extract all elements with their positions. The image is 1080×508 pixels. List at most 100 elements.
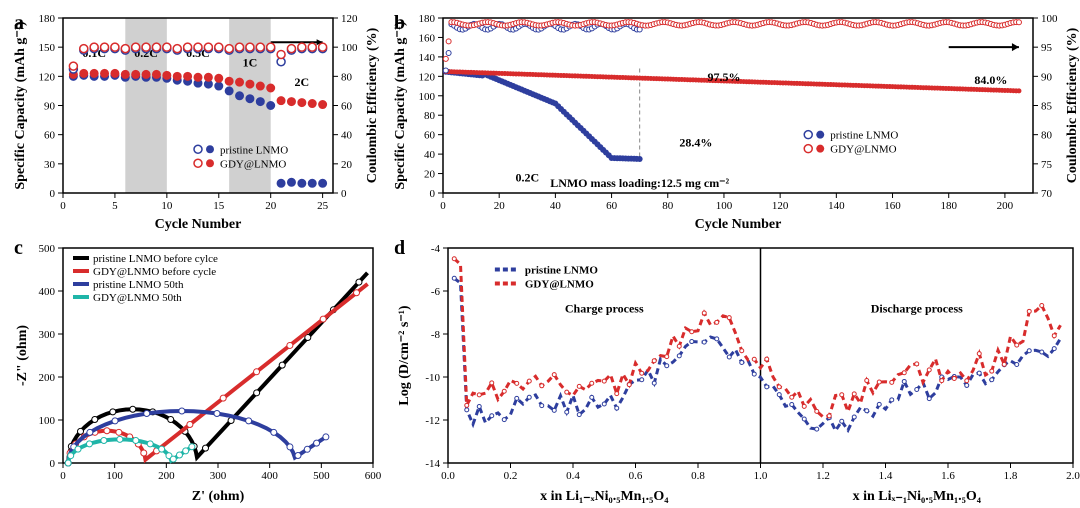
svg-text:pristine LNMO: pristine LNMO xyxy=(525,265,598,277)
svg-text:200: 200 xyxy=(39,372,56,384)
svg-text:300: 300 xyxy=(39,329,56,341)
svg-text:200: 200 xyxy=(158,470,175,482)
svg-text:400: 400 xyxy=(39,286,56,298)
svg-text:20: 20 xyxy=(265,200,277,212)
svg-text:90: 90 xyxy=(44,101,56,113)
svg-text:x in Liₓ₋₁Ni₀.₅Mn₁.₅O₄: x in Liₓ₋₁Ni₀.₅Mn₁.₅O₄ xyxy=(853,489,982,504)
svg-text:100: 100 xyxy=(716,200,733,212)
svg-text:-8: -8 xyxy=(431,329,441,341)
svg-text:Charge process: Charge process xyxy=(565,302,644,316)
svg-text:85: 85 xyxy=(1041,101,1053,113)
svg-text:-6: -6 xyxy=(431,286,441,298)
svg-text:-14: -14 xyxy=(425,458,440,470)
chart-b: 0204060801001201401601802000204060801001… xyxy=(388,8,1080,233)
svg-text:0.2: 0.2 xyxy=(504,470,518,482)
svg-text:-10: -10 xyxy=(425,372,440,384)
svg-text:25: 25 xyxy=(317,200,329,212)
svg-text:2.0: 2.0 xyxy=(1066,470,1080,482)
svg-text:150: 150 xyxy=(39,42,56,54)
svg-text:2C: 2C xyxy=(295,75,310,89)
svg-text:180: 180 xyxy=(419,13,436,25)
chart-c: 01002003004005006000100200300400500Z' (o… xyxy=(8,233,388,508)
svg-text:180: 180 xyxy=(940,200,957,212)
svg-text:Log (D/cm⁻² s⁻¹): Log (D/cm⁻² s⁻¹) xyxy=(397,305,412,405)
svg-text:0: 0 xyxy=(341,188,347,200)
svg-text:120: 120 xyxy=(341,13,358,25)
chart-a: 0510152025030609012015018002040608010012… xyxy=(8,8,388,233)
svg-text:Specific Capacity (mAh g⁻¹): Specific Capacity (mAh g⁻¹) xyxy=(393,21,408,190)
svg-text:-4: -4 xyxy=(431,243,441,255)
svg-text:LNMO mass loading:12.5 mg cm⁻²: LNMO mass loading:12.5 mg cm⁻² xyxy=(550,176,729,190)
panel-c: c 01002003004005006000100200300400500Z' … xyxy=(8,233,388,508)
svg-text:Coulombic Efficiency (%): Coulombic Efficiency (%) xyxy=(1065,27,1080,183)
svg-text:28.4%: 28.4% xyxy=(679,135,712,149)
svg-text:40: 40 xyxy=(341,130,353,142)
svg-text:60: 60 xyxy=(341,101,353,113)
svg-text:0.6: 0.6 xyxy=(629,470,643,482)
svg-text:-12: -12 xyxy=(425,415,440,427)
svg-text:0: 0 xyxy=(50,458,56,470)
svg-text:180: 180 xyxy=(39,13,56,25)
svg-text:100: 100 xyxy=(39,415,56,427)
svg-text:200: 200 xyxy=(997,200,1014,212)
svg-text:1C: 1C xyxy=(243,56,258,70)
svg-text:1.2: 1.2 xyxy=(816,470,830,482)
svg-text:160: 160 xyxy=(884,200,901,212)
svg-text:5: 5 xyxy=(112,200,118,212)
svg-text:0.4: 0.4 xyxy=(566,470,580,482)
svg-text:70: 70 xyxy=(1041,188,1053,200)
svg-text:Discharge process: Discharge process xyxy=(871,302,963,316)
svg-text:GDY@LNMO before cycle: GDY@LNMO before cycle xyxy=(93,266,216,278)
svg-text:pristine LNMO 50th: pristine LNMO 50th xyxy=(93,279,184,291)
svg-text:-Z" (ohm): -Z" (ohm) xyxy=(15,325,30,386)
svg-text:Z' (ohm): Z' (ohm) xyxy=(192,489,245,504)
svg-text:0: 0 xyxy=(430,188,436,200)
svg-text:1.0: 1.0 xyxy=(754,470,768,482)
svg-text:80: 80 xyxy=(341,71,353,83)
svg-text:400: 400 xyxy=(261,470,278,482)
svg-text:0: 0 xyxy=(50,188,56,200)
panel-a: a 05101520250306090120150180020406080100… xyxy=(8,8,388,233)
panel-b: b 02040608010012014016018020002040608010… xyxy=(388,8,1080,233)
svg-text:100: 100 xyxy=(419,91,436,103)
svg-text:60: 60 xyxy=(606,200,618,212)
svg-text:40: 40 xyxy=(550,200,562,212)
svg-text:20: 20 xyxy=(494,200,506,212)
panel-b-label: b xyxy=(394,12,405,35)
svg-text:pristine LNMO: pristine LNMO xyxy=(830,130,898,142)
svg-text:75: 75 xyxy=(1041,159,1053,171)
svg-text:1.6: 1.6 xyxy=(941,470,955,482)
svg-text:0.8: 0.8 xyxy=(691,470,705,482)
svg-text:95: 95 xyxy=(1041,42,1053,54)
svg-text:GDY@LNMO: GDY@LNMO xyxy=(525,279,594,291)
svg-text:0: 0 xyxy=(60,200,66,212)
svg-text:15: 15 xyxy=(213,200,225,212)
panel-d-label: d xyxy=(394,237,405,260)
svg-text:pristine LNMO: pristine LNMO xyxy=(220,144,288,156)
svg-text:Cycle Number: Cycle Number xyxy=(695,217,782,232)
svg-text:80: 80 xyxy=(424,110,436,122)
svg-text:500: 500 xyxy=(39,243,56,255)
svg-text:1.8: 1.8 xyxy=(1004,470,1018,482)
svg-text:Specific Capacity (mAh g⁻¹): Specific Capacity (mAh g⁻¹) xyxy=(13,21,28,190)
svg-text:120: 120 xyxy=(419,71,436,83)
svg-text:1.4: 1.4 xyxy=(879,470,893,482)
svg-text:80: 80 xyxy=(1041,130,1053,142)
panel-d: d 0.00.20.40.60.81.01.21.41.61.82.0-14-1… xyxy=(388,233,1080,508)
svg-text:90: 90 xyxy=(1041,71,1053,83)
svg-text:120: 120 xyxy=(772,200,789,212)
svg-text:120: 120 xyxy=(39,71,56,83)
svg-text:100: 100 xyxy=(106,470,123,482)
svg-text:160: 160 xyxy=(419,32,436,44)
svg-text:Cycle Number: Cycle Number xyxy=(155,217,242,232)
svg-text:140: 140 xyxy=(828,200,845,212)
svg-text:0: 0 xyxy=(440,200,446,212)
svg-text:100: 100 xyxy=(1041,13,1058,25)
svg-text:40: 40 xyxy=(424,149,436,161)
svg-text:600: 600 xyxy=(365,470,382,482)
panel-a-label: a xyxy=(14,12,24,35)
svg-text:300: 300 xyxy=(210,470,227,482)
svg-text:GDY@LNMO: GDY@LNMO xyxy=(220,158,286,170)
svg-text:GDY@LNMO: GDY@LNMO xyxy=(830,144,896,156)
svg-text:20: 20 xyxy=(424,169,436,181)
